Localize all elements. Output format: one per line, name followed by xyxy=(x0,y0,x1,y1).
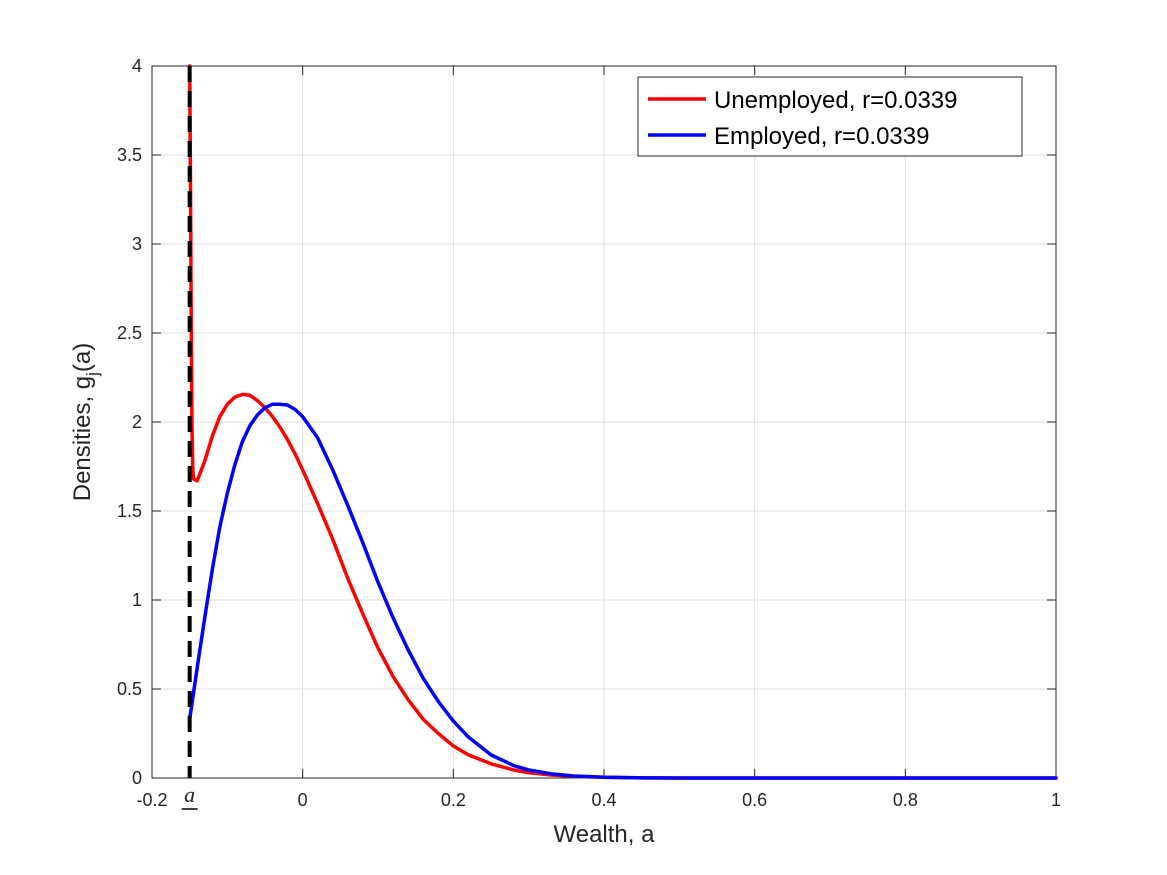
x-tick-label: 0 xyxy=(298,790,308,810)
y-axis-label-subscript: j xyxy=(83,372,102,377)
y-tick-label: 1.5 xyxy=(117,501,142,521)
x-tick-label: 1 xyxy=(1051,790,1061,810)
y-tick-label: 0 xyxy=(132,768,142,788)
y-axis-label-tail: (a) xyxy=(69,343,96,372)
y-tick-label: 3.5 xyxy=(117,145,142,165)
y-axis-label: Densities, gj(a) xyxy=(69,343,102,502)
x-axis-label: Wealth, a xyxy=(554,821,656,848)
legend-entry: Unemployed, r=0.0339 xyxy=(714,87,958,114)
x-tick-label: 0.8 xyxy=(893,790,918,810)
y-axis-label-main: Densities, g xyxy=(69,376,96,501)
plot-area: -0.2 0 0.2 0.4 0.6 0.8 100.511.522.533.54aWeal… xyxy=(69,56,1061,848)
y-tick-label: 4 xyxy=(132,56,142,76)
y-tick-label: 0.5 xyxy=(117,679,142,699)
y-tick-label: 3 xyxy=(132,234,142,254)
x-tick-label: 0.2 xyxy=(441,790,466,810)
legend-box xyxy=(637,76,1023,157)
borrowing-limit-label: a xyxy=(184,782,195,807)
series-line-employed xyxy=(187,402,1058,780)
x-tick-label: 0.4 xyxy=(591,790,616,810)
x-tick-label: 0.6 xyxy=(742,790,767,810)
y-tick-label: 1 xyxy=(132,590,142,610)
y-tick-label: 2 xyxy=(132,412,142,432)
legend-entry: Employed, r=0.0339 xyxy=(714,123,929,150)
x-tick-label: -0.2 xyxy=(136,790,167,810)
y-tick-label: 2.5 xyxy=(117,323,142,343)
